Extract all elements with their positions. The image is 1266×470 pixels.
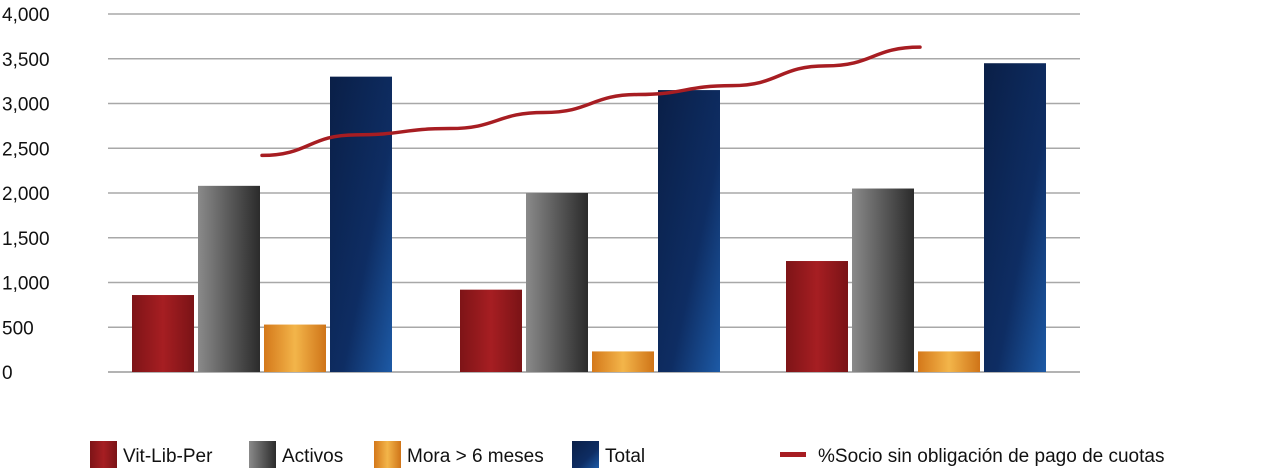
y-tick-label: 500 [2, 318, 34, 339]
bar-total [330, 76, 392, 373]
y-axis: 0 500 1,000 1,500 2,000 2,500 3,000 3,500 4,000 [2, 5, 50, 384]
y-tick-label: 1,500 [2, 229, 50, 250]
legend: Vit-Lib-Per Activos Mora > 6 meses Total %So… [90, 441, 1164, 468]
bar-vit-lib-per [460, 289, 522, 372]
bar-mora-6-meses [592, 351, 654, 372]
bar-vit-lib-per [132, 295, 194, 372]
legend-label-activos: Activos [282, 446, 343, 467]
bar-total [984, 63, 1046, 372]
bar-total [658, 90, 720, 372]
legend-label-mora-6-meses: Mora > 6 meses [407, 446, 544, 467]
bars [132, 63, 1046, 373]
trend-line [260, 45, 922, 158]
legend-swatch-total [572, 441, 599, 468]
y-tick-label: 3,000 [2, 95, 50, 116]
y-tick-label: 3,500 [2, 50, 50, 71]
y-tick-label: 2,000 [2, 184, 50, 205]
legend-swatch-activos [249, 441, 276, 468]
y-tick-label: 2,500 [2, 139, 50, 160]
bar-activos [852, 188, 914, 372]
bar-mora-6-meses [918, 351, 980, 372]
legend-swatch-mora-6-meses [374, 441, 401, 468]
bar-vit-lib-per [786, 261, 848, 372]
bar-activos [198, 185, 260, 372]
legend-swatch-trend-line [780, 452, 806, 457]
y-tick-label: 0 [2, 363, 13, 384]
y-tick-label: 1,000 [2, 274, 50, 295]
bar-mora-6-meses [264, 324, 326, 372]
legend-label-trend-line: %Socio sin obligación de pago de cuotas [818, 446, 1164, 467]
legend-swatch-vit-lib-per [90, 441, 117, 468]
trend-line-path [260, 45, 922, 158]
y-tick-label: 4,000 [2, 5, 50, 26]
legend-label-total: Total [605, 446, 645, 467]
bar-activos [526, 193, 588, 372]
legend-label-vit-lib-per: Vit-Lib-Per [123, 446, 213, 467]
